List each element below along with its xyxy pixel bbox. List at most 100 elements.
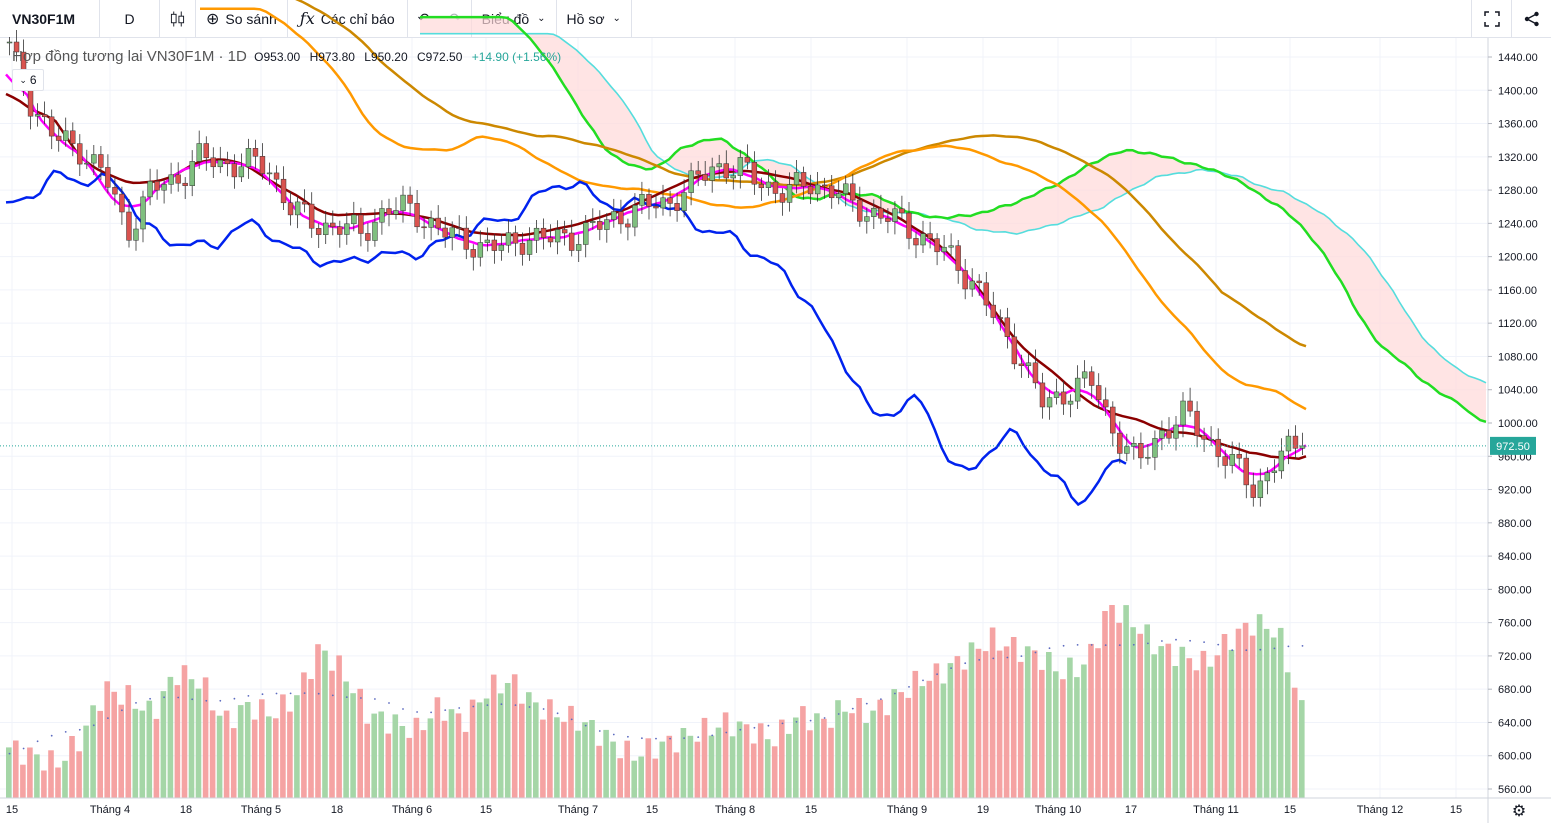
candle-body (1229, 454, 1235, 466)
interval-button[interactable]: D (100, 0, 160, 38)
volume-bar (877, 699, 883, 798)
compare-button[interactable]: ⊕ So sánh (196, 0, 288, 38)
volume-bar (526, 692, 532, 798)
time-tick-label: 15 (1450, 804, 1462, 816)
volume-bar (420, 730, 427, 798)
candle-body (1074, 377, 1081, 402)
volume-bar (842, 711, 848, 798)
candle-body (512, 232, 519, 244)
volume-bar (540, 719, 546, 798)
candle-body (730, 175, 736, 179)
candle-body (259, 156, 266, 174)
chevron-down-icon: ⌄ (19, 74, 27, 85)
candle-body (133, 228, 139, 241)
candle-body (126, 211, 132, 241)
candle-body (667, 197, 673, 204)
volume-bar (441, 720, 448, 798)
candle-body (540, 227, 547, 238)
candle-body (407, 194, 413, 204)
candle-body (217, 159, 224, 168)
volume-bar (1277, 627, 1284, 798)
candle-body (751, 162, 758, 185)
candle-body (611, 211, 617, 220)
candle-body (1081, 371, 1088, 379)
volume-bar (497, 693, 504, 798)
symbol-search[interactable]: VN30F1M (0, 0, 100, 38)
candle-body (547, 237, 554, 243)
volume-bar (1158, 646, 1164, 798)
volume-bar (1031, 650, 1038, 798)
time-axis[interactable]: 15 Tháng 4 18 Tháng 5 18 Tháng 6 15 Tháng 7 15 Th… (0, 797, 1551, 820)
volume-bar (912, 670, 919, 798)
volume-bar (687, 735, 694, 798)
fullscreen-icon[interactable] (1471, 0, 1511, 38)
candle-body (1117, 432, 1123, 454)
volume-ma-dot (1090, 644, 1093, 646)
candle-body (604, 219, 610, 230)
volume-bar (898, 692, 904, 798)
volume-bar (69, 736, 75, 798)
volume-bar (504, 683, 511, 798)
indicator-count: 6 (29, 73, 37, 87)
candle-body (1025, 362, 1032, 366)
candle-body (554, 229, 561, 243)
volume-ma-dot (388, 702, 390, 704)
volume-ma-dot (374, 698, 376, 700)
candle-body (561, 229, 568, 234)
candle-body (505, 232, 512, 246)
settings-gear-icon[interactable]: ⚙ (1512, 803, 1526, 820)
legend-collapse-button[interactable]: ⌄ 6 (12, 69, 44, 91)
volume-bar (1137, 633, 1143, 798)
price-tick-label: 1200.00 (1498, 252, 1538, 264)
last-price-tag (1490, 436, 1536, 455)
volume-bar (701, 717, 708, 798)
candle-body (1194, 410, 1200, 436)
volume-bar (462, 731, 469, 798)
price-axis[interactable]: 560.00 600.00 640.00 680.00 720.00 760.00 800.… (0, 38, 1551, 823)
volume-ma-dot (233, 697, 236, 700)
candle-body (48, 116, 55, 137)
volume-bar (273, 718, 279, 798)
volume-bar (27, 747, 33, 798)
volume-bar (1214, 655, 1221, 798)
candle-body (308, 203, 315, 229)
candle-body (379, 208, 385, 223)
volume-bar (118, 704, 124, 798)
candle-body (526, 240, 533, 255)
volume-bar (673, 752, 680, 798)
candle-body (899, 208, 905, 214)
volume-bar (1249, 635, 1256, 798)
time-tick-label: 18 (331, 804, 343, 816)
volume-bar (329, 670, 335, 798)
volume-bar (1116, 622, 1122, 798)
share-icon[interactable] (1511, 0, 1551, 38)
candles-icon[interactable] (160, 0, 196, 38)
volume-ma-dot (894, 692, 896, 695)
price-tick-label: 1160.00 (1498, 285, 1537, 297)
volume-bar (1017, 661, 1024, 798)
volume-ma-dot (837, 713, 840, 715)
candle-body (864, 216, 870, 222)
candle-body (885, 217, 891, 222)
candle-body (618, 211, 624, 225)
volume-bar (469, 699, 476, 798)
volume-bar (83, 725, 89, 798)
candle-body (393, 210, 399, 215)
candle-body (119, 193, 125, 213)
profile-menu[interactable]: Hồ sơ ⌄ (557, 0, 632, 38)
volume-bar (237, 705, 244, 798)
volume-bar (13, 740, 19, 798)
volume-ma-dot (331, 694, 334, 697)
volume-bar (533, 702, 539, 798)
candle-body (491, 239, 498, 251)
candle-body (674, 203, 680, 211)
price-tick-label: 1000.00 (1498, 418, 1538, 430)
volume-bar (41, 770, 47, 798)
volume-ma-dot (584, 724, 587, 727)
volume-bar (6, 747, 12, 798)
volume-ma-dot (1104, 644, 1107, 646)
volume-bar (708, 735, 715, 798)
volume-bar (835, 700, 841, 798)
volume-bar (982, 651, 989, 798)
